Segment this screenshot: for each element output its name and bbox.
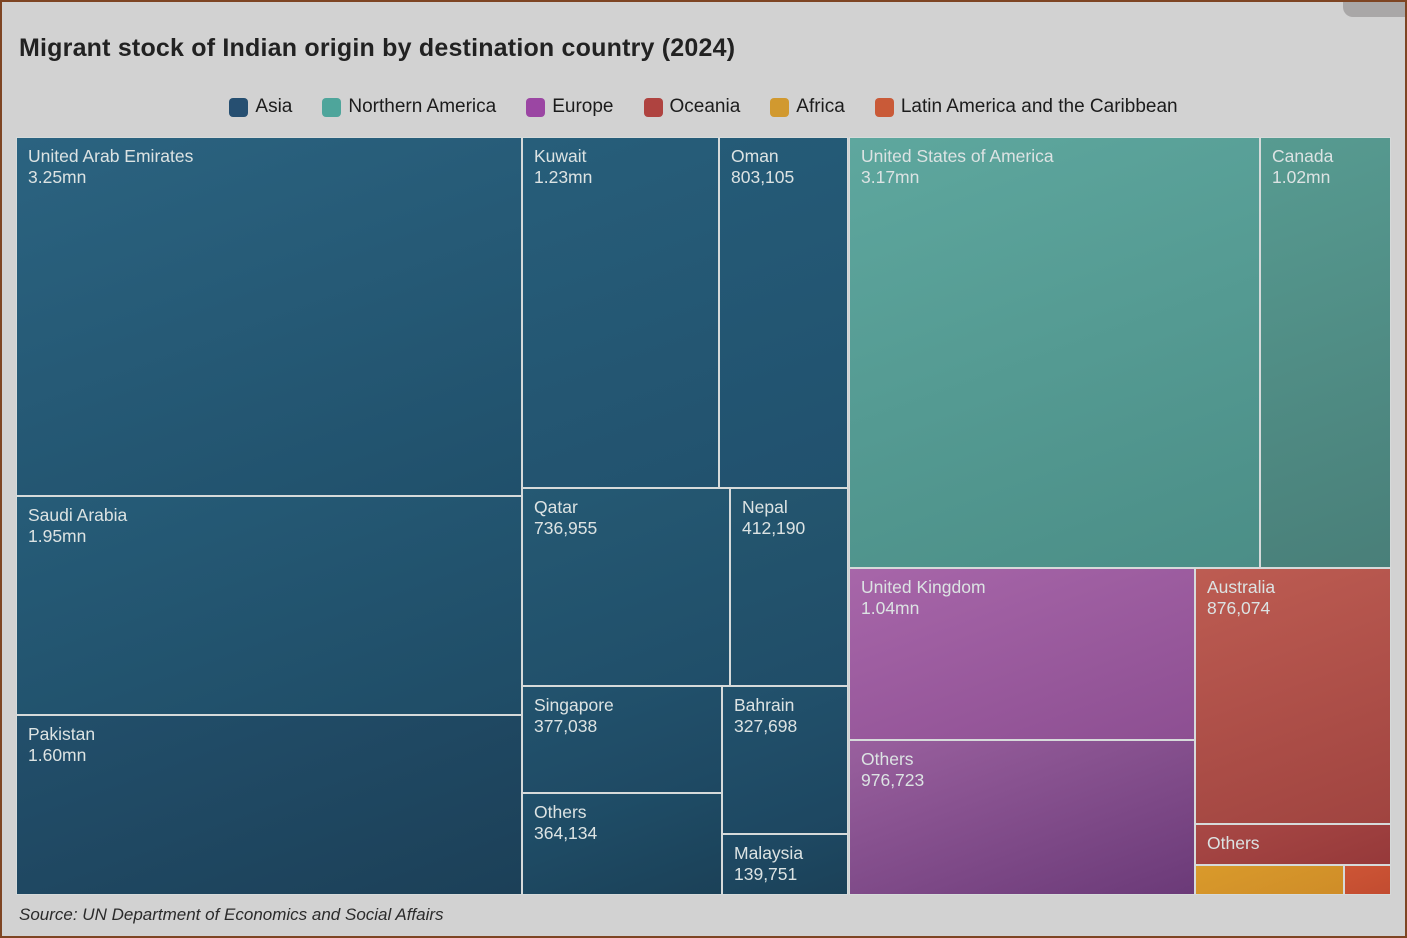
cell-country-label: Malaysia [734, 843, 804, 863]
cell-value-label: 412,190 [742, 517, 806, 538]
legend-label: Asia [255, 96, 293, 117]
cell-country-label: Canada [1272, 146, 1334, 166]
cell-value-label: 976,723 [861, 769, 925, 790]
treemap-cell-singapore[interactable]: Singapore 377,038 [522, 686, 722, 793]
legend: Asia Northern America Europe Oceania Africa L… [2, 96, 1405, 118]
legend-swatch-icon [322, 97, 342, 117]
treemap-cell-saudi[interactable]: Saudi Arabia 1.95mn [16, 496, 522, 715]
treemap-cell-latam[interactable] [1344, 865, 1391, 895]
legend-label: Oceania [669, 96, 741, 117]
cell-value-label: 1.02mn [1272, 166, 1331, 187]
cell-value-label: 1.23mn [534, 166, 593, 187]
legend-item-europe: Europe [526, 96, 614, 118]
cell-value-label: 736,955 [534, 517, 598, 538]
cell-country-label: Nepal [742, 497, 788, 517]
cell-value-label: 364,134 [534, 822, 598, 843]
cell-country-label: Oman [731, 146, 779, 166]
cell-country-label: Others [861, 749, 914, 769]
legend-label: Africa [796, 96, 845, 117]
legend-label: Northern America [348, 96, 497, 117]
cell-value-label: 377,038 [534, 715, 598, 736]
cell-country-label: Others [1207, 833, 1260, 853]
cell-country-label: Bahrain [734, 695, 795, 715]
treemap-cell-bahrain[interactable]: Bahrain 327,698 [722, 686, 848, 834]
cell-value-label: 1.04mn [861, 597, 920, 618]
cell-value-label: 139,751 [734, 863, 798, 884]
cell-country-label: Australia [1207, 577, 1276, 597]
cell-country-label: United Arab Emirates [28, 146, 194, 166]
treemap-cell-uk[interactable]: United Kingdom 1.04mn [849, 568, 1195, 740]
legend-label: Europe [552, 96, 614, 117]
legend-item-northern-america: Northern America [322, 96, 496, 118]
legend-swatch-icon [770, 97, 790, 117]
scrollbar-thumb[interactable] [1343, 2, 1405, 17]
cell-country-label: Others [534, 802, 587, 822]
cell-country-label: Singapore [534, 695, 614, 715]
legend-item-oceania: Oceania [643, 96, 741, 118]
legend-label: Latin America and the Caribbean [900, 96, 1178, 117]
legend-item-latin-america-and-the-caribbean: Latin America and the Caribbean [874, 96, 1178, 118]
cell-value-label: 876,074 [1207, 597, 1271, 618]
legend-swatch-icon [643, 97, 663, 117]
cell-value-label: 327,698 [734, 715, 798, 736]
treemap-cell-canada[interactable]: Canada 1.02mn [1260, 137, 1391, 568]
treemap-cell-nepal[interactable]: Nepal 412,190 [730, 488, 848, 686]
legend-swatch-icon [229, 97, 249, 117]
treemap-cell-oman[interactable]: Oman 803,105 [719, 137, 848, 488]
treemap-cell-africa[interactable] [1195, 865, 1344, 895]
cell-value-label: 803,105 [731, 166, 795, 187]
source-text: Source: UN Department of Economics and S… [19, 905, 444, 924]
cell-country-label: United States of America [861, 146, 1054, 166]
treemap-cell-usa[interactable]: United States of America 3.17mn [849, 137, 1260, 568]
treemap-chart: United Arab Emirates 3.25mn Kuwait 1.23mn Om… [16, 137, 1391, 895]
treemap-cell-qatar[interactable]: Qatar 736,955 [522, 488, 730, 686]
legend-swatch-icon [526, 97, 546, 117]
treemap-cell-australia[interactable]: Australia 876,074 [1195, 568, 1391, 824]
cell-value-label: 3.17mn [861, 166, 920, 187]
treemap-cell-pakistan[interactable]: Pakistan 1.60mn [16, 715, 522, 895]
cell-value-label: 1.95mn [28, 525, 87, 546]
treemap-cell-others-eu[interactable]: Others 976,723 [849, 740, 1195, 895]
treemap-cell-uae[interactable]: United Arab Emirates 3.25mn [16, 137, 522, 496]
legend-item-asia: Asia [229, 96, 292, 118]
cell-country-label: Qatar [534, 497, 578, 517]
treemap-cell-kuwait[interactable]: Kuwait 1.23mn [522, 137, 719, 488]
cell-country-label: United Kingdom [861, 577, 986, 597]
cell-value-label: 1.60mn [28, 744, 87, 765]
cell-country-label: Kuwait [534, 146, 587, 166]
treemap-cell-others-oc[interactable]: Others [1195, 824, 1391, 865]
treemap-cell-malaysia[interactable]: Malaysia 139,751 [722, 834, 848, 895]
legend-item-africa: Africa [770, 96, 845, 118]
chart-title: Migrant stock of Indian origin by destin… [19, 34, 736, 62]
cell-country-label: Saudi Arabia [28, 505, 128, 525]
cell-value-label: 3.25mn [28, 166, 87, 187]
treemap-cell-others-asia[interactable]: Others 364,134 [522, 793, 722, 895]
cell-country-label: Pakistan [28, 724, 96, 744]
legend-swatch-icon [874, 97, 894, 117]
